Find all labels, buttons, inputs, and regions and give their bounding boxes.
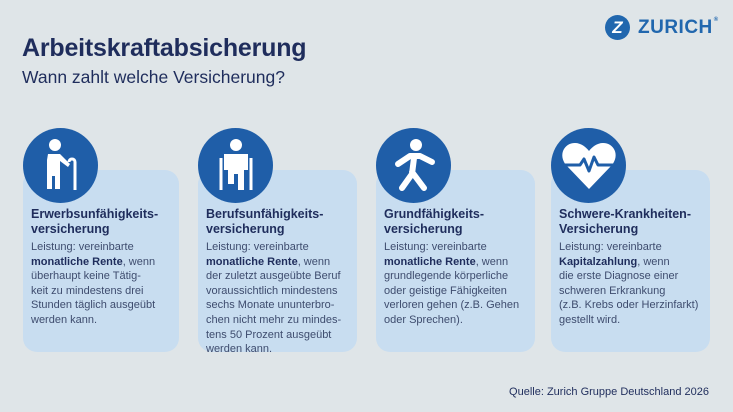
card-title-line: versicherung: [206, 222, 285, 236]
text-segment: der zuletzt ausgeübte Beruf: [206, 270, 341, 283]
card-description-line: (z.B. Krebs oder Herzinfarkt): [559, 298, 698, 313]
card-description-line: Leistung: vereinbarte: [206, 240, 341, 255]
text-segment: chen nicht mehr zu mindes-: [206, 313, 342, 326]
card-description-line: sechs Monate ununterbro-: [206, 298, 341, 313]
card-title-line: Erwerbsunfähigkeits-: [31, 207, 159, 221]
person-on-crutches-icon: [198, 128, 273, 203]
card-description-line: voraussichtlich mindestens: [206, 284, 341, 299]
card-description-line: oder Sprechen).: [384, 313, 519, 328]
card-description-line: monatliche Rente, wenn: [206, 255, 341, 270]
card-title-line: versicherung: [384, 222, 463, 236]
benefit-type: monatliche Rente: [31, 255, 123, 268]
card-description-line: oder geistige Fähigkeiten: [384, 284, 519, 299]
card-description: Leistung: vereinbarte monatliche Rente, w…: [206, 240, 341, 357]
card-description-line: werden kann.: [206, 342, 341, 357]
text-segment: werden kann.: [31, 313, 98, 326]
card-description-line: grundlegende körperliche: [384, 269, 519, 284]
benefit-type: monatliche Rente: [206, 255, 298, 268]
text-segment: tens 50 Prozent ausgeübt: [206, 328, 332, 341]
text-segment: Leistung: vereinbarte: [206, 241, 309, 253]
card-description-line: Leistung: vereinbarte: [31, 240, 155, 255]
card-title: Berufsunfähigkeits-versicherung: [206, 207, 323, 237]
text-segment: gestellt wird.: [559, 313, 621, 326]
card-title-line: Versicherung: [559, 222, 639, 236]
card-description-line: überhaupt keine Tätig-: [31, 269, 155, 284]
text-segment: Leistung: vereinbarte: [559, 241, 662, 253]
card-description-line: Leistung: vereinbarte: [384, 240, 519, 255]
heart-pulse-icon: [551, 128, 626, 203]
card-title: Erwerbsunfähigkeits-versicherung: [31, 207, 158, 237]
text-segment: schweren Erkrankung: [559, 284, 666, 297]
card-title: Schwere-Krankheiten- Versicherung: [559, 207, 691, 237]
text-segment: Stunden täglich ausgeübt: [31, 299, 156, 312]
walking-person-icon: [376, 128, 451, 203]
card-description: Leistung: vereinbarte Kapitalzahlung, wen…: [559, 240, 698, 328]
text-segment: verloren gehen (z.B. Gehen: [384, 299, 520, 312]
card-description-line: tens 50 Prozent ausgeübt: [206, 328, 341, 343]
card-title-line: Berufsunfähigkeits-: [206, 207, 324, 221]
text-segment: , wenn: [475, 255, 509, 268]
card-title-line: versicherung: [31, 222, 110, 236]
page-subtitle: Wann zahlt welche Versicherung?: [22, 67, 285, 87]
card-description-line: gestellt wird.: [559, 313, 698, 328]
text-segment: oder geistige Fähigkeiten: [384, 284, 507, 297]
card-description-line: die erste Diagnose einer: [559, 269, 698, 284]
text-segment: Leistung: vereinbarte: [384, 241, 487, 253]
card-title-line: Grundfähigkeits-: [384, 207, 485, 221]
page-title: Arbeitskraftabsicherung: [22, 34, 307, 62]
benefit-type: Kapitalzahlung: [559, 255, 638, 268]
card-description-line: monatliche Rente, wenn: [384, 255, 519, 270]
text-segment: werden kann.: [206, 343, 273, 356]
zurich-logo-text: ZURICH®: [638, 16, 719, 38]
text-segment: keit zu mindestens drei: [31, 284, 144, 297]
text-segment: , wenn: [637, 255, 670, 268]
card-description-line: Leistung: vereinbarte: [559, 240, 698, 255]
text-segment: Leistung: vereinbarte: [31, 241, 134, 253]
text-segment: oder Sprechen).: [384, 313, 463, 326]
card-title-line: Schwere-Krankheiten-: [559, 207, 691, 221]
card-title: Grundfähigkeits-versicherung: [384, 207, 484, 237]
card-description-line: der zuletzt ausgeübte Beruf: [206, 269, 341, 284]
card-description-line: verloren gehen (z.B. Gehen: [384, 298, 519, 313]
benefit-type: monatliche Rente: [384, 255, 476, 268]
card-description-line: schweren Erkrankung: [559, 284, 698, 299]
card-description: Leistung: vereinbarte monatliche Rente, w…: [31, 240, 155, 328]
card-description-line: keit zu mindestens drei: [31, 284, 155, 299]
zurich-logo: Z ZURICH®: [605, 15, 719, 40]
card-description-line: werden kann.: [31, 313, 155, 328]
text-segment: , wenn: [297, 255, 331, 268]
text-segment: grundlegende körperliche: [384, 270, 509, 283]
text-segment: , wenn: [122, 255, 156, 268]
card-description-line: monatliche Rente, wenn: [31, 255, 155, 270]
card-description-line: Stunden täglich ausgeübt: [31, 298, 155, 313]
text-segment: überhaupt keine Tätig-: [31, 270, 141, 283]
card-description: Leistung: vereinbarte monatliche Rente, w…: [384, 240, 519, 328]
text-segment: sechs Monate ununterbro-: [206, 299, 335, 312]
card-description-line: Kapitalzahlung, wenn: [559, 255, 698, 270]
zurich-logo-mark: Z: [605, 15, 630, 40]
text-segment: voraussichtlich mindestens: [206, 284, 338, 297]
text-segment: die erste Diagnose einer: [559, 270, 679, 283]
elderly-person-with-cane-icon: [23, 128, 98, 203]
source-note: Quelle: Zurich Gruppe Deutschland 2026: [509, 386, 709, 398]
card-description-line: chen nicht mehr zu mindes-: [206, 313, 341, 328]
text-segment: (z.B. Krebs oder Herzinfarkt): [559, 299, 699, 312]
